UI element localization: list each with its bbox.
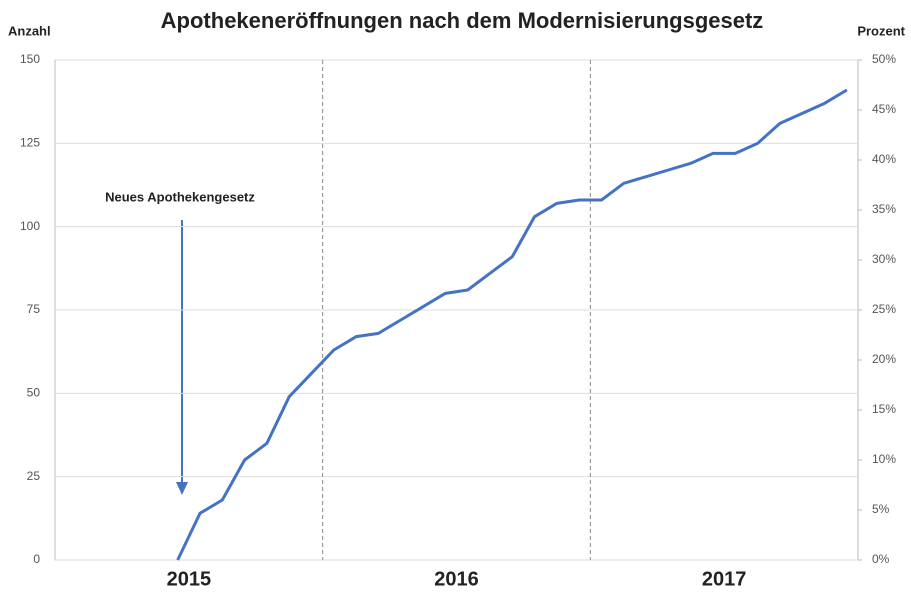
annotation-arrowhead [176,482,188,495]
y-tick-label: 125 [20,136,40,150]
y2-tick-label: 35% [872,202,896,216]
y-tick-label: 0 [33,552,40,566]
y2-tick-label: 40% [872,152,896,166]
annotation: Neues Apothekengesetz [105,189,255,204]
y2-tick-label: 20% [872,352,896,366]
y2-tick-label: 10% [872,452,896,466]
x-tick-label: 2015 [167,568,212,590]
y-tick-label: 25 [27,469,41,483]
y2-tick-label: 5% [872,502,890,516]
y2-tick-label: 30% [872,252,896,266]
y2-tick-label: 0% [872,552,890,566]
chart-title: Apothekeneröffnungen nach dem Modernisie… [161,8,764,33]
y2-tick-label: 25% [872,302,896,316]
y-axis-label: Anzahl [8,23,51,38]
data-line [176,88,848,561]
y-tick-label: 75 [27,302,41,316]
y-tick-label: 50 [27,386,41,400]
y2-tick-label: 45% [872,102,896,116]
x-tick-label: 2017 [702,568,747,590]
y-tick-label: 150 [20,52,40,66]
y2-axis-label: Prozent [857,23,905,38]
x-tick-label: 2016 [434,568,479,590]
y-tick-label: 100 [20,219,40,233]
y2-tick-label: 50% [872,52,896,66]
y2-tick-label: 15% [872,402,896,416]
